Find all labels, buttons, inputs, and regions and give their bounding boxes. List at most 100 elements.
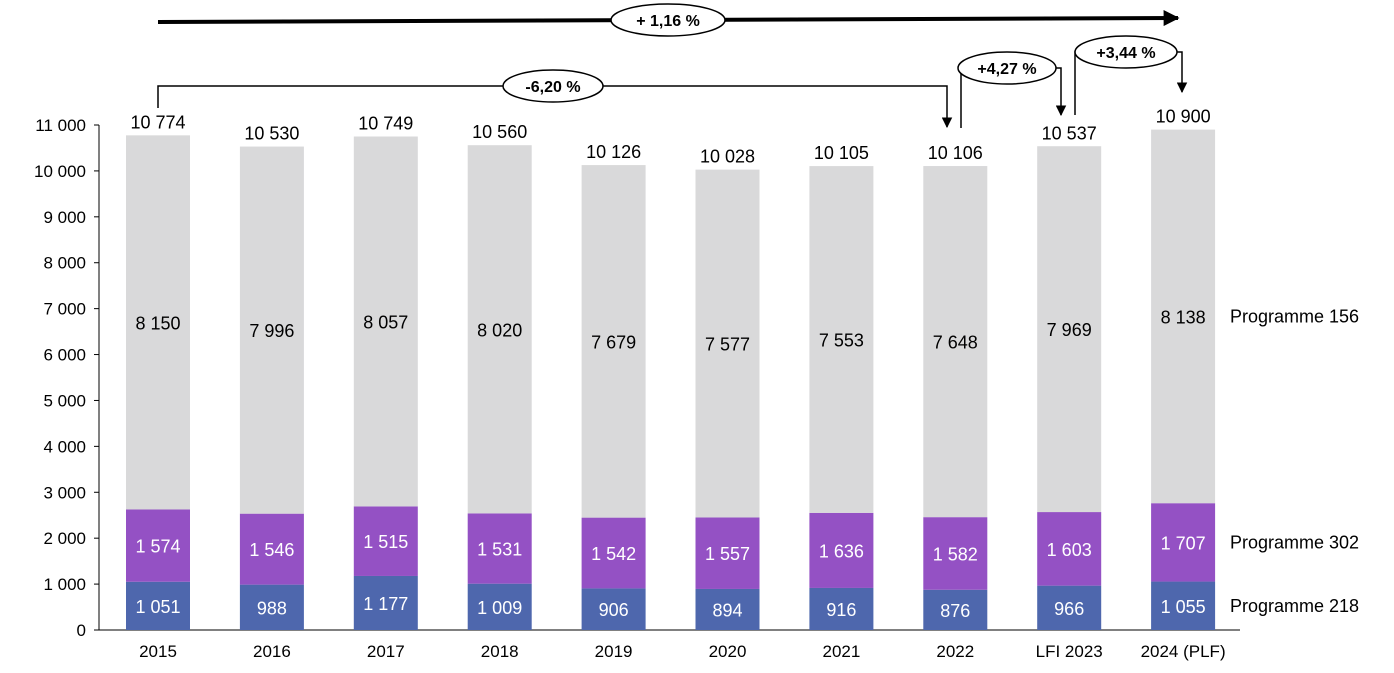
bar-value-label: 988 (257, 598, 287, 618)
bar-segment (809, 512, 874, 588)
bar-total-label: 10 560 (472, 122, 527, 142)
bar-segment (239, 513, 304, 585)
x-tick-label: LFI 2023 (1036, 642, 1103, 661)
bar-value-label: 7 996 (249, 321, 294, 341)
bar-value-label: 1 177 (363, 594, 408, 614)
bar-segment (353, 575, 418, 630)
annotation-bubble (1074, 35, 1178, 69)
bar-value-label: 1 542 (591, 544, 636, 564)
x-tick-label: 2019 (595, 642, 633, 661)
y-tick-label: 4 000 (43, 437, 86, 456)
bar-total-label: 10 530 (244, 124, 299, 144)
bar-value-label: 1 546 (249, 540, 294, 560)
bar-total-label: 10 028 (700, 147, 755, 167)
y-tick-label: 6 000 (43, 346, 86, 365)
y-tick-label: 7 000 (43, 300, 86, 319)
bar-segment (126, 581, 190, 630)
legend-label: Programme 218 (1230, 596, 1359, 616)
x-tick-label: 2024 (PLF) (1141, 642, 1226, 661)
bar-value-label: 7 648 (933, 333, 978, 353)
bar-value-label: 7 553 (819, 330, 864, 350)
annotations: + 1,16 % -6,20 % +4,27 % +3,44 % (157, 3, 1188, 129)
bar-segment (1037, 512, 1102, 586)
bar-segment (809, 587, 874, 630)
bar-value-label: 8 150 (135, 313, 180, 333)
annotation-label-2023-2024: +3,44 % (1096, 45, 1155, 62)
annotation-label-overall: + 1,16 % (636, 13, 700, 30)
bar-total-label: 10 537 (1042, 123, 1097, 143)
bars (126, 129, 1216, 630)
bar-value-label: 1 009 (477, 598, 522, 618)
bar-segment (467, 145, 532, 514)
bar-segment (581, 517, 646, 589)
bar-value-label: 1 557 (705, 544, 750, 564)
bar-segment (126, 509, 190, 582)
bar-segment (695, 517, 760, 589)
y-tick-label: 0 (77, 621, 86, 640)
data-labels: 1 051 1 574 8 150 10 774 988 1 546 7 996 10 530… (130, 107, 1210, 621)
x-tick-label: 2020 (709, 642, 747, 661)
y-tick-label: 10 000 (34, 162, 86, 181)
bar-value-label: 1 603 (1047, 540, 1092, 560)
annotation-label-2015-2022: -6,20 % (525, 79, 580, 96)
bar-value-label: 8 057 (363, 312, 408, 332)
y-tick-label: 8 000 (43, 254, 86, 273)
bar-segment (239, 146, 304, 514)
bar-total-label: 10 774 (130, 112, 185, 132)
bar-segment (581, 588, 646, 630)
bar-value-label: 1 055 (1161, 597, 1206, 617)
bar-total-label: 10 126 (586, 142, 641, 162)
bar-segment (353, 136, 418, 507)
y-tick-label: 5 000 (43, 391, 86, 410)
y-tick-label: 1 000 (43, 575, 86, 594)
x-tick-label: 2022 (936, 642, 974, 661)
bar-value-label: 894 (712, 600, 742, 620)
annotation-label-2022-2023: +4,27 % (977, 61, 1036, 78)
bar-segment (126, 135, 190, 510)
bar-segment (1037, 146, 1102, 513)
x-tick-label: 2016 (253, 642, 291, 661)
bar-segment (1037, 585, 1102, 630)
bar-value-label: 7 969 (1047, 320, 1092, 340)
annotation-bubble (957, 51, 1057, 85)
bar-value-label: 7 679 (591, 332, 636, 352)
y-tick-label: 2 000 (43, 529, 86, 548)
bar-segment (695, 588, 760, 630)
annotation-bubble (610, 3, 726, 37)
bar-value-label: 1 582 (933, 544, 978, 564)
y-tick-label: 9 000 (43, 208, 86, 227)
bar-segment (695, 169, 760, 518)
bar-value-label: 8 020 (477, 320, 522, 340)
bar-segment (923, 589, 988, 630)
x-tick-label: 2021 (822, 642, 860, 661)
bar-segment (923, 517, 988, 590)
bar-segment (239, 584, 304, 630)
bar-segment (809, 166, 874, 513)
bar-total-label: 10 749 (358, 114, 413, 134)
bar-value-label: 7 577 (705, 335, 750, 355)
axes: 0 1 000 2 000 3 000 4 000 5 000 6 000 7 000 8 00… (34, 116, 1240, 661)
bar-value-label: 1 531 (477, 540, 522, 560)
x-tick-label: 2015 (139, 642, 177, 661)
legend: Programme 218 Programme 302 Programme 156 (1230, 306, 1359, 615)
bar-value-label: 876 (940, 601, 970, 621)
x-tick-label: 2017 (367, 642, 405, 661)
y-tick-label: 3 000 (43, 483, 86, 502)
bar-segment (581, 165, 646, 518)
bar-segment (1151, 581, 1216, 630)
bar-segment (467, 583, 532, 630)
bar-total-label: 10 900 (1156, 107, 1211, 127)
legend-label: Programme 156 (1230, 306, 1359, 326)
bar-value-label: 1 051 (135, 597, 180, 617)
bar-segment (923, 166, 988, 518)
bar-segment (467, 513, 532, 584)
bar-value-label: 906 (599, 600, 629, 620)
bar-total-label: 10 105 (814, 143, 869, 163)
bar-value-label: 8 138 (1161, 307, 1206, 327)
bar-segment (1151, 129, 1216, 504)
bar-value-label: 966 (1054, 599, 1084, 619)
bar-value-label: 1 574 (135, 537, 180, 557)
bar-value-label: 1 515 (363, 532, 408, 552)
y-tick-label: 11 000 (35, 116, 86, 135)
